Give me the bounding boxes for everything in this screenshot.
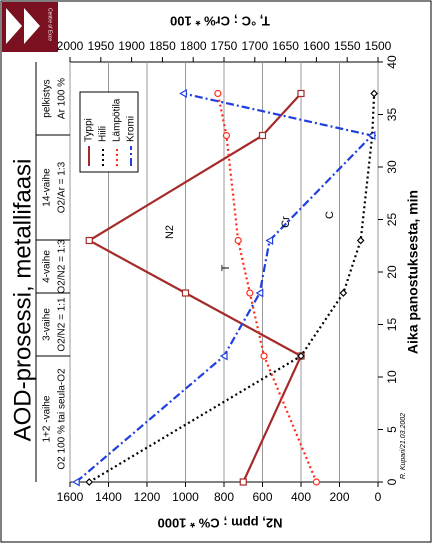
marker (71, 477, 80, 487)
x-tick-label: 40 (385, 55, 399, 69)
annotation: C (324, 211, 336, 219)
marker (265, 235, 274, 246)
y-tick-label: 600 (252, 490, 272, 504)
x-tick-label: 30 (385, 160, 399, 174)
marker (339, 289, 348, 297)
y2-tick-label: 1550 (334, 39, 361, 53)
y2-tick-label: 1600 (303, 39, 330, 53)
y-tick-label: 1200 (134, 490, 161, 504)
chart-title: AOD-prosessi, metallifaasi (9, 159, 36, 442)
annotation: Cr (280, 216, 292, 228)
phase-gas: Ar 100 % (57, 78, 68, 119)
y2-tick-label: 1850 (149, 39, 176, 53)
y2-tick-label: 1950 (87, 39, 114, 53)
y2-tick-label: 1800 (180, 39, 207, 53)
legend-label: Lämpötila (112, 98, 123, 142)
x-tick-label: 5 (385, 426, 399, 433)
y2-tick-label: 2000 (57, 39, 84, 53)
marker (239, 478, 247, 486)
marker (260, 352, 268, 360)
y-tick-label: 800 (214, 490, 234, 504)
y-tick-label: 1600 (57, 490, 84, 504)
marker (312, 478, 320, 486)
x-tick-label: 20 (385, 265, 399, 279)
legend-label: Typpi (84, 118, 95, 142)
marker (297, 352, 305, 360)
phase-name: pelkistys (42, 79, 53, 117)
x-tick-label: 35 (385, 108, 399, 122)
y2-axis-title: T, °C ; Cr% * 100 (170, 14, 270, 29)
series (71, 88, 376, 487)
y-tick-label: 1000 (172, 490, 199, 504)
x-tick-label: 0 (385, 478, 399, 485)
marker (222, 131, 231, 140)
x-tick-label: 10 (385, 370, 399, 384)
phase-gas: O2/N2 = 1:1 (57, 297, 68, 352)
phase-gas: O2 100 % tai seula-O2 (57, 368, 68, 470)
legend-label: Kromi (126, 116, 137, 142)
credit: R. Kupari/21.03.2002 (400, 413, 407, 479)
x-tick-label: 25 (385, 213, 399, 227)
phase-name: 4-vaihe (42, 250, 53, 283)
marker (234, 236, 242, 245)
series-line (75, 92, 375, 483)
marker (181, 289, 190, 297)
series (85, 89, 378, 486)
logo-mark (6, 8, 40, 44)
marker (297, 89, 305, 98)
x-axis-title: Aika panostuksesta, min (405, 190, 421, 354)
y-axis-title: N2, ppm ; C% * 1000 (158, 516, 283, 531)
marker (85, 236, 93, 245)
marker (370, 89, 378, 98)
marker (246, 289, 254, 297)
y-tick-label: 200 (329, 490, 349, 504)
marker (258, 131, 267, 140)
annotation: N2 (164, 225, 176, 239)
phase-name: 1+2 -vaihe (42, 395, 53, 442)
y2-tick-label: 1500 (365, 39, 392, 53)
phase-name: 3-vaihe (42, 308, 53, 341)
marker (367, 130, 376, 141)
marker (214, 89, 222, 98)
series (214, 89, 320, 486)
y-tick-label: 0 (375, 490, 382, 504)
y2-tick-label: 1650 (272, 39, 299, 53)
marker (219, 351, 228, 361)
phase-name: 14-vaihe (42, 168, 53, 207)
y-tick-label: 400 (291, 490, 311, 504)
y2-tick-label: 1700 (241, 39, 268, 53)
marker (356, 236, 365, 245)
legend-label: Hiili (98, 126, 109, 142)
series-line (88, 93, 376, 483)
y2-tick-label: 1900 (118, 39, 145, 53)
y-tick-label: 1400 (95, 490, 122, 504)
x-tick-label: 15 (385, 318, 399, 332)
logo: Centre of Exce (2, 2, 58, 52)
annotation: T (220, 264, 232, 271)
logo-text: Centre of Exce (47, 8, 53, 41)
marker (255, 288, 264, 298)
marker (85, 478, 94, 486)
series-line (87, 92, 303, 483)
phase-gas: O2/Ar = 1:3 (57, 161, 68, 213)
y2-tick-label: 1750 (211, 39, 238, 53)
phase-gas: O2/N2 = 1:3 (57, 239, 68, 294)
marker (179, 88, 187, 99)
